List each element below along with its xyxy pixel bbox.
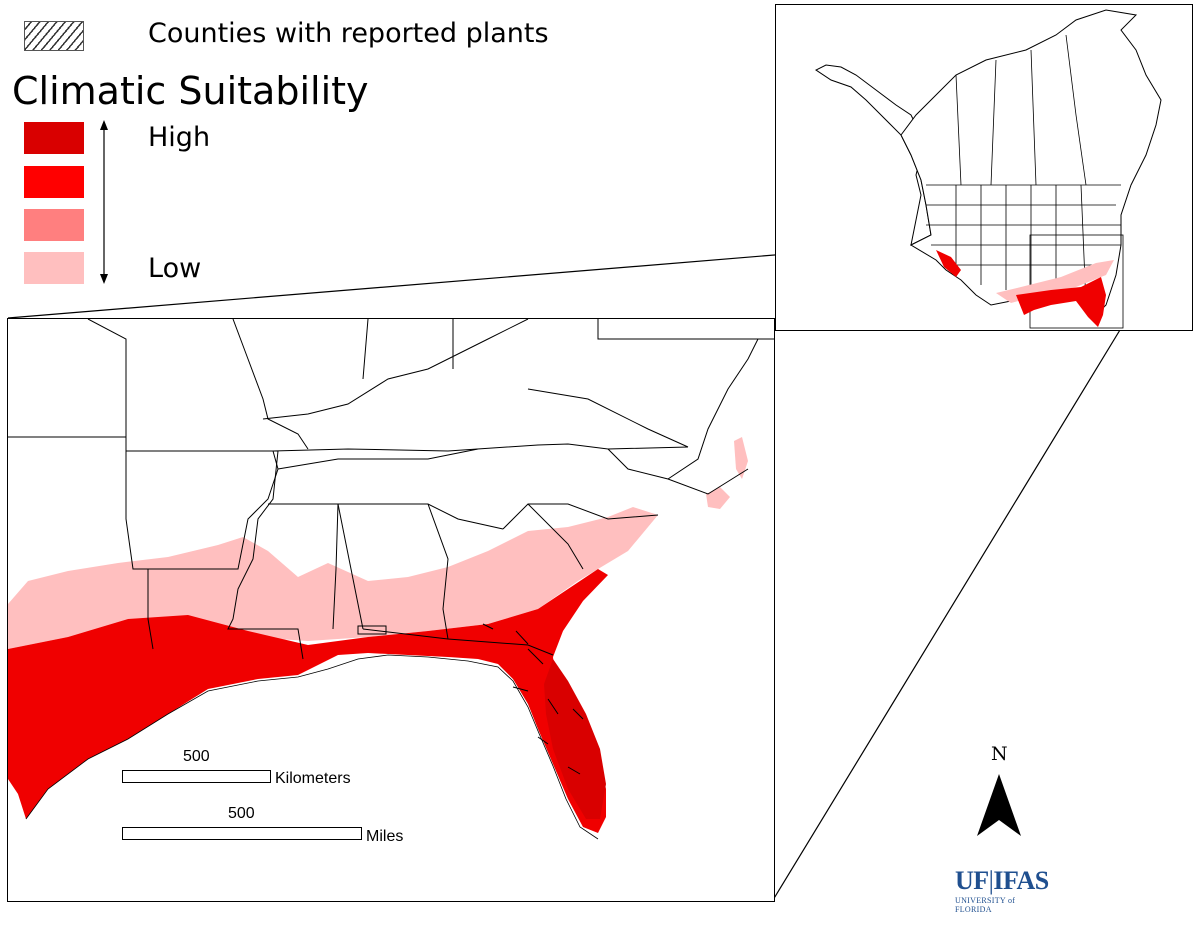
scale-bar-mi [122, 827, 362, 840]
legend-title: Climatic Suitability [12, 69, 369, 113]
north-arrow-icon [977, 774, 1021, 836]
state-boundaries [8, 319, 774, 660]
inset-boundaries [926, 34, 1124, 329]
hatch-legend-label: Counties with reported plants [148, 18, 549, 49]
scale-km-unit: Kilometers [275, 770, 351, 787]
suitability-low-zone-nc-coast [706, 487, 730, 509]
legend-swatch-medium-low [24, 209, 84, 241]
logo-wordmark: UF|IFAS [955, 866, 1049, 895]
inset-map-canvas [815, 9, 1162, 329]
suitability-low-zone-outer-banks [734, 437, 748, 479]
gulf-coastline [25, 654, 599, 840]
suitability-low-zone [8, 507, 658, 649]
legend-range-arrow [100, 120, 108, 284]
inset-map [775, 4, 1193, 331]
hatch-legend-swatch [24, 21, 84, 51]
north-america-outline [815, 9, 1162, 316]
main-map-canvas [8, 319, 774, 901]
reported-counties [357, 623, 584, 775]
uf-ifas-logo: UF|IFAS UNIVERSITY of FLORIDA [955, 866, 1050, 914]
legend-swatch-low [24, 252, 84, 284]
legend-high-label: High [148, 122, 211, 153]
scale-mi-value: 500 [228, 805, 255, 822]
suitability-peak-zone-florida [544, 659, 606, 819]
logo-subtitle: UNIVERSITY of FLORIDA [955, 896, 1016, 914]
scale-km-value: 500 [183, 748, 210, 765]
suitability-high-zone [8, 569, 608, 833]
scale-bar-km [122, 770, 271, 783]
main-map [7, 318, 775, 902]
inset-suitability-southeast-high [1016, 277, 1106, 327]
legend-swatch-high [24, 122, 84, 154]
inset-suitability-mexico [936, 250, 961, 277]
inset-suitability-southeast-low [996, 260, 1114, 303]
legend-swatch-medium-high [24, 166, 84, 198]
scale-mi-unit: Miles [366, 828, 404, 845]
legend-low-label: Low [148, 253, 202, 284]
north-arrow-letter: N [991, 743, 1008, 765]
